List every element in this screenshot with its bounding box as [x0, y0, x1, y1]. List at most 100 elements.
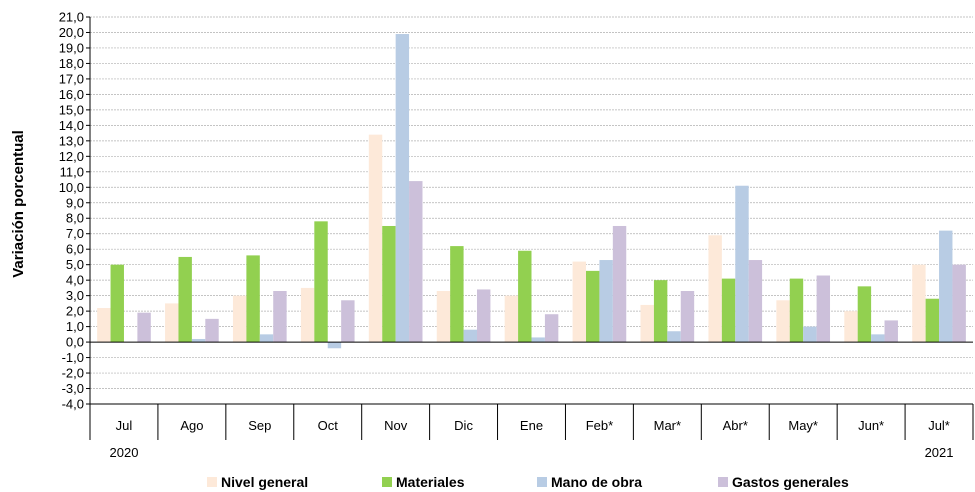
y-tick-label: 0,0 — [66, 335, 84, 350]
bar-nivel-general — [437, 291, 450, 342]
bar-materiales — [790, 279, 803, 342]
bar-nivel-general — [708, 235, 721, 342]
bar-materiales — [654, 280, 667, 342]
bar-nivel-general — [301, 288, 314, 342]
legend-swatch-mano-de-obra — [537, 477, 547, 487]
bar-mano-de-obra — [599, 260, 612, 342]
bar-nivel-general — [369, 135, 382, 342]
y-tick-label: 11,0 — [60, 164, 84, 179]
bar-materiales — [246, 255, 259, 342]
y-tick-label: 14,0 — [59, 118, 84, 133]
bar-gastos-generales — [749, 260, 762, 342]
bar-gastos-generales — [137, 313, 150, 342]
axes — [90, 17, 973, 440]
y-tick-label: 7,0 — [66, 226, 84, 241]
bar-materiales — [382, 226, 395, 342]
bar-mano-de-obra — [939, 231, 952, 342]
bar-mano-de-obra — [260, 334, 273, 342]
x-tick-label: Oct — [318, 418, 339, 433]
bar-nivel-general — [844, 311, 857, 342]
bar-materiales — [586, 271, 599, 342]
bar-materiales — [722, 279, 735, 342]
y-tick-label: 12,0 — [59, 149, 84, 164]
y-tick-label: 6,0 — [66, 242, 84, 257]
bar-mano-de-obra — [803, 327, 816, 342]
legend-label-mano-de-obra: Mano de obra — [551, 474, 642, 490]
x-tick-label: Dic — [454, 418, 473, 433]
grid-lines — [90, 17, 973, 404]
y-tick-label: 2,0 — [66, 304, 84, 319]
y-tick-label: 13,0 — [59, 133, 84, 148]
legend-swatch-gastos-generales — [718, 477, 728, 487]
legend-label-gastos-generales: Gastos generales — [732, 474, 849, 490]
bar-materiales — [518, 251, 531, 342]
bar-materiales — [314, 221, 327, 342]
bar-materiales — [926, 299, 939, 342]
bar-gastos-generales — [613, 226, 626, 342]
y-tick-label: 4,0 — [66, 273, 84, 288]
bar-materiales — [178, 257, 191, 342]
bar-mano-de-obra — [735, 186, 748, 342]
bar-gastos-generales — [205, 319, 218, 342]
bar-mano-de-obra — [532, 337, 545, 342]
bar-nivel-general — [505, 296, 518, 342]
y-tick-labels: -4,0-3,0-2,0-1,00,01,02,03,04,05,06,07,0… — [59, 10, 90, 412]
x-tick-label: Jun* — [858, 418, 884, 433]
y-tick-label: 3,0 — [66, 288, 84, 303]
bar-mano-de-obra — [667, 331, 680, 342]
bars — [97, 34, 966, 348]
legend-swatch-materiales — [382, 477, 392, 487]
legend-label-materiales: Materiales — [396, 474, 465, 490]
bar-materiales — [858, 286, 871, 342]
x-tick-label: Abr* — [723, 418, 748, 433]
bar-nivel-general — [97, 308, 110, 342]
year-label: 2020 — [110, 445, 139, 460]
bar-materiales — [111, 265, 124, 342]
y-tick-label: 16,0 — [59, 87, 84, 102]
y-axis-label: Variación porcentual — [10, 130, 27, 278]
y-tick-label: 18,0 — [59, 56, 84, 71]
y-tick-label: 9,0 — [66, 195, 84, 210]
legend: Nivel general Materiales Mano de obra Gasto… — [207, 474, 849, 490]
bar-nivel-general — [233, 296, 246, 342]
bar-nivel-general — [912, 265, 925, 342]
y-tick-label: 5,0 — [66, 257, 84, 272]
y-tick-label: -2,0 — [62, 366, 84, 381]
x-tick-label: Jul* — [928, 418, 950, 433]
bar-nivel-general — [641, 305, 654, 342]
bar-gastos-generales — [817, 276, 830, 343]
y-tick-label: 21,0 — [59, 10, 84, 25]
bar-mano-de-obra — [328, 342, 341, 348]
bar-gastos-generales — [341, 300, 354, 342]
x-tick-label: Nov — [384, 418, 408, 433]
legend-swatch-nivel-general — [207, 477, 217, 487]
x-tick-label: Ene — [520, 418, 543, 433]
y-tick-label: -4,0 — [62, 397, 84, 412]
y-tick-label: 19,0 — [59, 40, 84, 55]
bar-gastos-generales — [409, 181, 422, 342]
bar-gastos-generales — [885, 320, 898, 342]
y-tick-label: 15,0 — [59, 102, 84, 117]
y-tick-label: 1,0 — [66, 319, 84, 334]
x-tick-labels: Jul Ago Sep Oct Nov Dic Ene Feb* Mar* Abr* May* Jun… — [110, 418, 954, 460]
x-tick-label: Ago — [180, 418, 203, 433]
x-tick-label: Jul — [116, 418, 133, 433]
bar-mano-de-obra — [396, 34, 409, 342]
y-tick-label: 20,0 — [59, 25, 84, 40]
bar-materiales — [450, 246, 463, 342]
bar-gastos-generales — [952, 265, 965, 342]
y-tick-label: 8,0 — [66, 211, 84, 226]
x-tick-label: May* — [788, 418, 818, 433]
bar-nivel-general — [776, 300, 789, 342]
bar-mano-de-obra — [464, 330, 477, 342]
bar-gastos-generales — [477, 289, 490, 342]
bar-gastos-generales — [273, 291, 286, 342]
y-tick-label: -3,0 — [62, 381, 84, 396]
x-tick-label: Feb* — [586, 418, 613, 433]
bar-nivel-general — [573, 262, 586, 342]
bar-mano-de-obra — [871, 334, 884, 342]
y-tick-label: 10,0 — [59, 180, 84, 195]
x-tick-label: Sep — [248, 418, 271, 433]
bar-nivel-general — [165, 303, 178, 342]
